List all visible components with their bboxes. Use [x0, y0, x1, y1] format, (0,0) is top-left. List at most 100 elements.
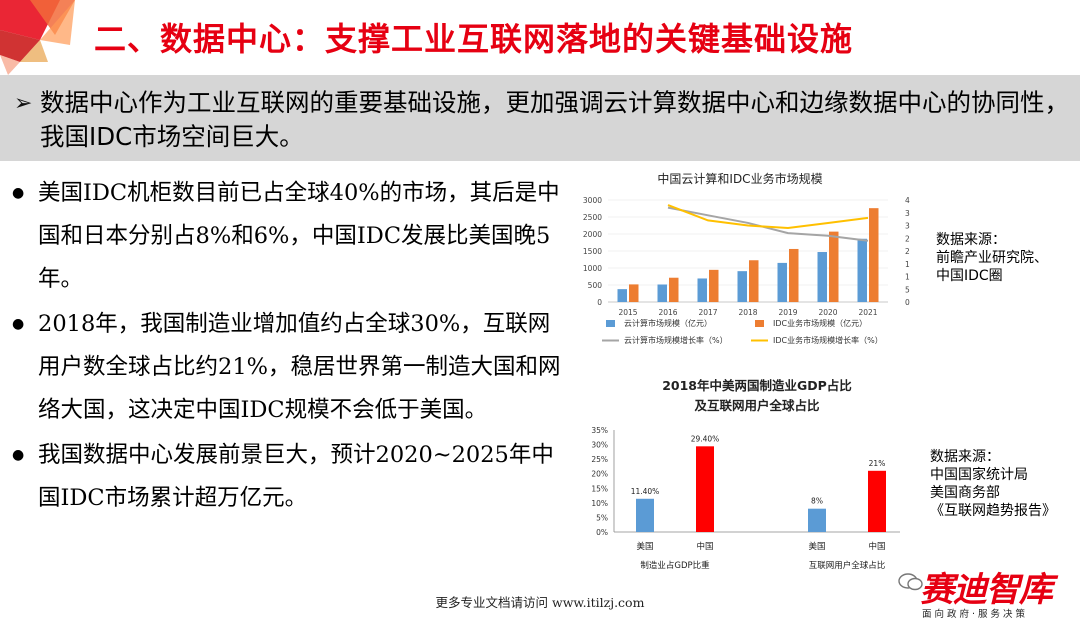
bullet-item: ● 美国IDC机柜数目前已占全球40%的市场，其后是中国和日本分别占8%和6%，… — [8, 172, 563, 301]
arrow-icon: ➢ — [14, 91, 33, 116]
y-tick-label: 0% — [596, 528, 608, 537]
y-tick-label: 1000 — [583, 264, 602, 273]
wechat-icon — [898, 573, 923, 591]
source-line: 中国国家统计局 — [930, 467, 1028, 483]
bullet-item: ● 我国数据中心发展前景巨大，预计2020~2025年中国IDC市场累计超万亿元… — [8, 434, 563, 520]
bar — [868, 470, 886, 532]
x-tick-label: 2019 — [778, 308, 797, 317]
bar — [777, 262, 787, 302]
bar — [829, 231, 839, 302]
bar — [857, 238, 867, 302]
cloud-idc-market-chart: 中国云计算和IDC业务市场规模 0 500 1000 1500 2000 2500 3000… — [583, 171, 910, 345]
source-line: 前瞻产业研究院、 — [936, 250, 1048, 266]
y-tick-label: 5% — [596, 513, 608, 522]
y-tick-label: 20% — [591, 470, 608, 479]
summary-text: 数据中心作为工业互联网的重要基础设施，更加强调云计算数据中心和边缘数据中心的协同… — [40, 88, 1069, 151]
page-title: 二、数据中心：支撑工业互联网落地的关键基础设施 — [94, 20, 854, 58]
source-line: 中国IDC圈 — [936, 268, 1003, 284]
bar — [808, 508, 826, 532]
y-tick-label: 500 — [588, 281, 603, 290]
x-tick-label: 2017 — [698, 308, 717, 317]
x-tick-label: 中国 — [696, 541, 713, 552]
bullet-dot-icon: ● — [12, 185, 25, 201]
chart1-title: 中国云计算和IDC业务市场规模 — [657, 171, 822, 186]
bullet-text: 我国数据中心发展前景巨大，预计2020~2025年中国IDC市场累计超万亿元。 — [38, 442, 554, 511]
bullet-text: 美国IDC机柜数目前已占全球40%的市场，其后是中国和日本分别占8%和6%，中国… — [38, 180, 560, 292]
bar — [709, 269, 719, 302]
y-tick-label: 1500 — [583, 247, 602, 256]
legend-swatch — [606, 320, 615, 327]
bar — [696, 446, 714, 532]
series-line — [667, 206, 869, 242]
bar — [617, 289, 627, 302]
bar — [629, 284, 639, 302]
data-label: 11.40% — [631, 487, 660, 496]
group-label: 互联网用户全球占比 — [809, 560, 886, 571]
legend-label: IDC业务市场规模增长率（%） — [773, 335, 883, 345]
y2-tick-label: 10% — [905, 273, 910, 282]
y2-tick-label: 20% — [905, 247, 910, 256]
footer-link[interactable]: 更多专业文档请访问 www.itilzj.com — [435, 595, 645, 610]
legend-label: 云计算市场规模（亿元） — [624, 318, 712, 328]
y-tick-label: 15% — [591, 484, 608, 493]
y-tick-label: 0 — [597, 298, 602, 307]
chart2-title-line: 及互联网用户全球占比 — [694, 398, 820, 413]
y2-tick-label: 0% — [905, 298, 910, 307]
y2-tick-label: 15% — [905, 260, 910, 269]
bar — [869, 208, 879, 302]
x-tick-label: 2021 — [858, 308, 877, 317]
logo-text: 赛迪智库 — [920, 570, 1053, 610]
bar — [657, 284, 667, 302]
ccid-logo: 赛迪智库 面向政府·服务决策 — [898, 560, 1058, 622]
x-tick-label: 2016 — [658, 308, 677, 317]
legend-label: IDC业务市场规模（亿元） — [773, 318, 867, 328]
chart2-title-line: 2018年中美两国制造业GDP占比 — [662, 378, 852, 393]
x-tick-label: 2018 — [738, 308, 757, 317]
x-tick-label: 2020 — [818, 308, 837, 317]
source-note-2: 数据来源： 中国国家统计局 美国商务部 《互联网趋势报告》 — [930, 448, 1056, 520]
y-tick-label: 25% — [591, 455, 608, 464]
y-tick-label: 30% — [591, 441, 608, 450]
x-tick-label: 2015 — [618, 308, 637, 317]
source-line: 《互联网趋势报告》 — [930, 503, 1056, 519]
bar — [636, 498, 654, 532]
data-label: 8% — [811, 497, 823, 506]
x-tick-label: 美国 — [808, 541, 825, 552]
bar — [737, 271, 747, 302]
bar — [817, 252, 827, 302]
source-line: 美国商务部 — [930, 485, 1000, 501]
y-tick-label: 10% — [591, 499, 608, 508]
corner-decoration — [0, 0, 75, 75]
bullet-text: 2018年，我国制造业增加值约占全球30%，互联网用户数全球占比约21%，稳居世… — [38, 311, 561, 423]
legend-label: 云计算市场规模增长率（%） — [624, 335, 728, 345]
bullet-dot-icon: ● — [12, 316, 25, 332]
x-tick-label: 美国 — [636, 541, 653, 552]
source-note-1: 数据来源： 前瞻产业研究院、 中国IDC圈 — [936, 231, 1048, 285]
bullet-list: ● 美国IDC机柜数目前已占全球40%的市场，其后是中国和日本分别占8%和6%，… — [8, 172, 563, 522]
y-tick-label: 2000 — [583, 230, 602, 239]
y2-tick-label: 25% — [905, 234, 910, 243]
bullet-dot-icon: ● — [12, 447, 25, 463]
manufacturing-internet-share-chart: 2018年中美两国制造业GDP占比 及互联网用户全球占比 0% 5% 10% 15% 2… — [591, 378, 900, 571]
y-tick-label: 2500 — [583, 213, 602, 222]
logo-subtitle: 面向政府·服务决策 — [922, 609, 1029, 620]
series-line — [667, 204, 869, 230]
x-tick-label: 中国 — [868, 541, 885, 552]
group-label: 制造业占GDP比重 — [640, 560, 710, 571]
source-label: 数据来源： — [936, 232, 1006, 248]
bar — [749, 260, 759, 302]
source-label: 数据来源： — [930, 449, 1000, 465]
y2-tick-label: 30% — [905, 222, 910, 231]
bar — [697, 278, 707, 302]
data-label: 29.40% — [691, 434, 720, 443]
y-tick-label: 35% — [591, 426, 608, 435]
data-label: 21% — [869, 459, 886, 468]
y-tick-label: 3000 — [583, 196, 602, 205]
summary-banner: ➢ 数据中心作为工业互联网的重要基础设施，更加强调云计算数据中心和边缘数据中心的… — [0, 75, 1080, 161]
bar — [669, 277, 679, 302]
legend-swatch — [755, 320, 764, 327]
y2-tick-label: 40% — [905, 196, 910, 205]
y2-tick-label: 5% — [905, 285, 910, 294]
y2-tick-label: 35% — [905, 209, 910, 218]
bullet-item: ● 2018年，我国制造业增加值约占全球30%，互联网用户数全球占比约21%，稳… — [8, 303, 563, 432]
